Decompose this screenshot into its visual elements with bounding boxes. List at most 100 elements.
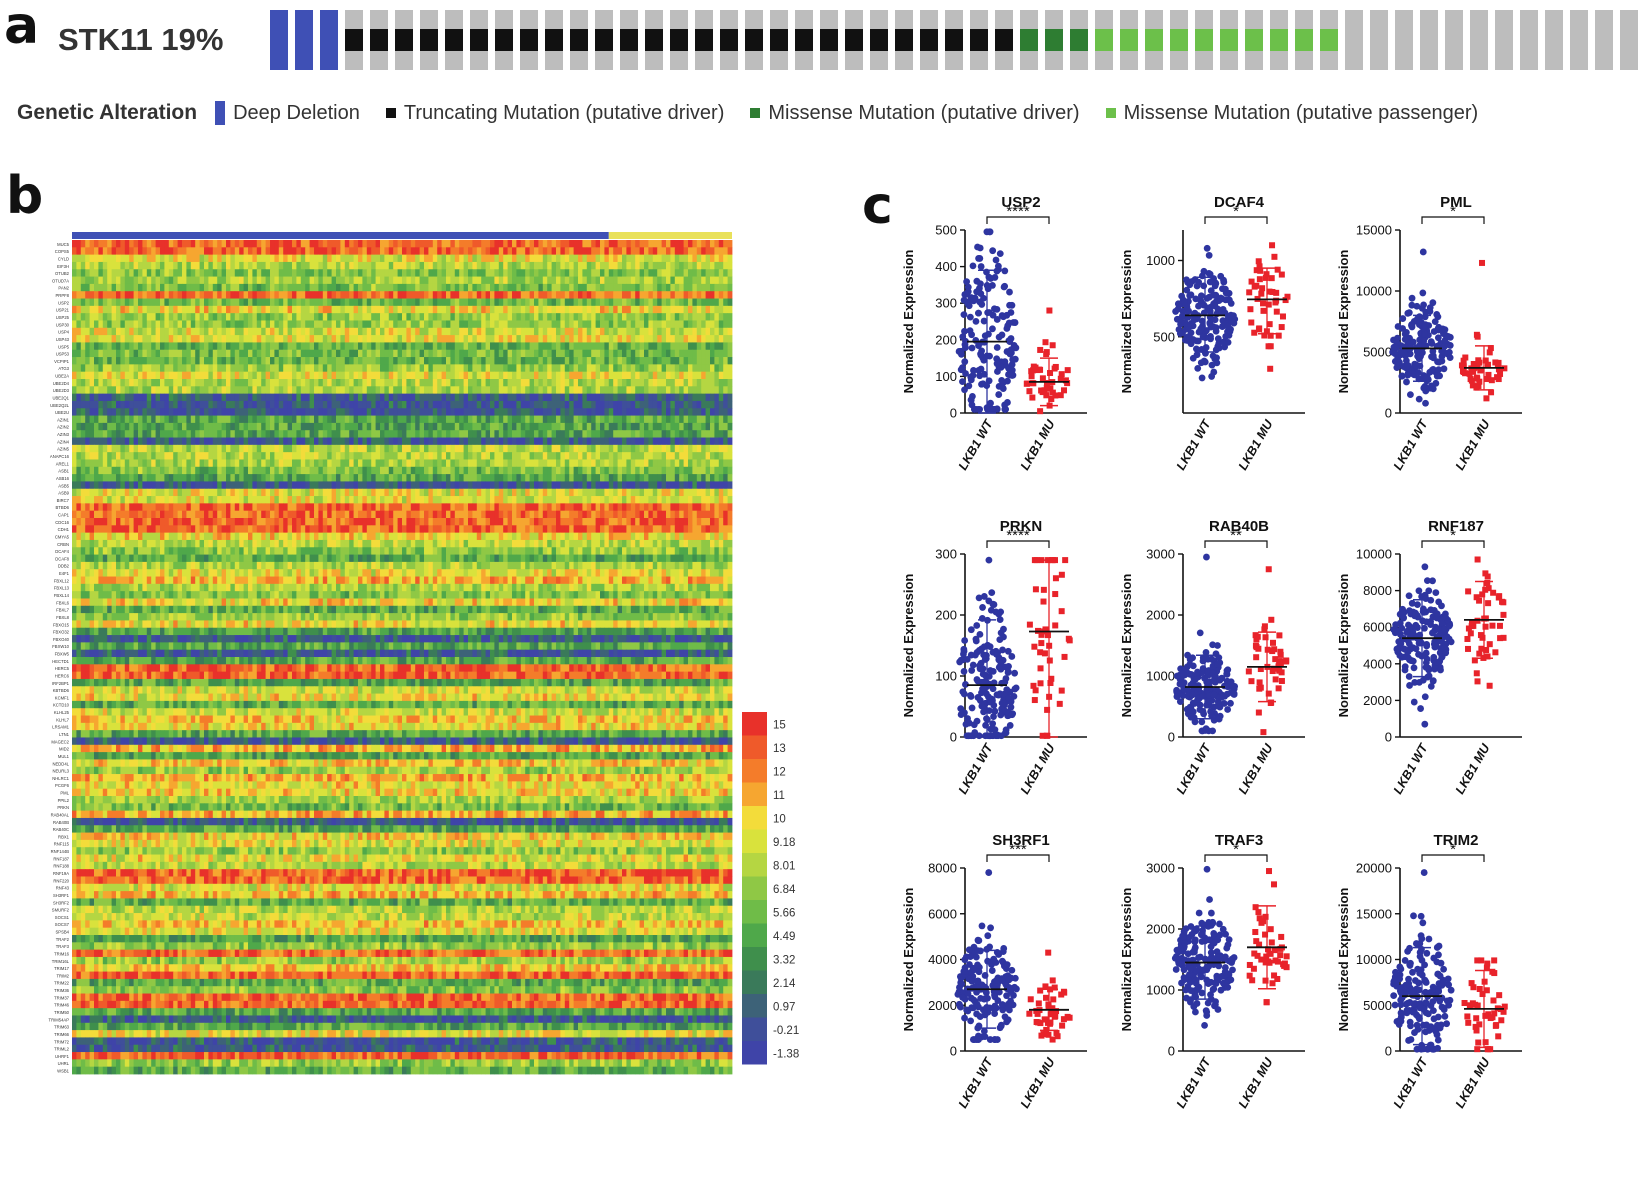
heatmap-gene-label: UBE2U <box>55 410 69 415</box>
data-point-wt <box>1215 654 1223 661</box>
error-bar-mu <box>1029 988 1069 1032</box>
x-tick-label: LKB1 WT <box>1391 740 1432 796</box>
data-point-mu <box>1270 639 1277 646</box>
data-point-mu <box>1462 354 1469 361</box>
error-bar-mu <box>1464 969 1504 1049</box>
x-tick-label: LKB1 MU <box>1236 741 1276 797</box>
data-point-mu <box>1468 980 1475 987</box>
data-point-wt <box>1008 653 1016 660</box>
data-point-wt <box>1005 984 1013 991</box>
data-point-mu <box>1485 600 1492 607</box>
data-point-wt <box>1408 321 1416 329</box>
data-point-mu <box>1277 648 1284 655</box>
data-point-wt <box>1419 676 1427 684</box>
data-point-mu <box>1253 267 1260 274</box>
data-point-wt <box>967 373 975 381</box>
data-point-mu <box>1263 999 1270 1006</box>
data-point-mu <box>1035 1000 1042 1007</box>
data-point-wt <box>1421 382 1429 390</box>
data-point-wt <box>994 649 1002 657</box>
data-point-wt <box>1212 324 1220 332</box>
data-point-mu <box>1256 685 1263 692</box>
oncoprint-sample-missense-passenger <box>1170 10 1188 70</box>
y-axis-label: Normalized Expression <box>901 574 916 718</box>
data-point-mu <box>1269 648 1276 655</box>
data-point-wt <box>993 316 1001 323</box>
data-point-wt <box>1198 718 1206 726</box>
data-point-wt <box>1425 587 1433 595</box>
data-point-wt <box>1227 678 1235 686</box>
data-point-mu <box>1032 687 1039 694</box>
data-point-mu <box>1464 635 1471 642</box>
oncoprint-sample-truncating <box>820 10 838 70</box>
data-point-wt <box>968 977 976 985</box>
data-point-mu <box>1260 918 1267 925</box>
y-tick-label: 100 <box>935 669 957 684</box>
data-point-mu <box>1497 370 1504 377</box>
heatmap-gene-label: PAN2 <box>58 286 69 291</box>
heatmap-row <box>72 839 733 848</box>
error-bar-wt <box>1402 946 1442 1046</box>
data-point-wt <box>1174 305 1182 313</box>
heatmap-row <box>72 591 733 599</box>
data-point-wt <box>1178 679 1185 687</box>
data-point-wt <box>1443 633 1451 641</box>
data-point-mu <box>1032 586 1039 593</box>
oncoprint-sample-unaltered <box>1545 10 1563 70</box>
data-point-wt <box>1183 276 1190 284</box>
heatmap-gene-label: ASB16 <box>56 476 70 481</box>
data-point-wt <box>1010 991 1017 999</box>
data-point-wt <box>972 953 980 961</box>
data-point-wt <box>979 380 987 388</box>
oncoprint-sample-truncating <box>570 10 588 70</box>
heatmap-gene-label: TRIM46 <box>54 1003 70 1008</box>
data-point-wt <box>1409 987 1417 994</box>
y-tick-label: 6000 <box>1363 620 1392 635</box>
oncoprint-sample-unaltered <box>1420 10 1438 70</box>
data-point-wt <box>989 667 997 675</box>
heatmap-row <box>72 700 733 709</box>
y-tick-label: 3000 <box>1146 547 1175 562</box>
data-point-wt <box>1213 686 1221 694</box>
data-point-wt <box>1433 958 1441 966</box>
data-point-wt <box>1413 302 1421 310</box>
oncoprint-sample-unaltered <box>1395 10 1413 70</box>
heatmap-gene-label: AZIN3 <box>57 432 70 437</box>
data-point-mu <box>1038 631 1045 638</box>
colorbar-segment <box>742 853 767 877</box>
data-point-mu <box>1476 1021 1483 1028</box>
oncoprint-sample-missense-passenger <box>1120 10 1138 70</box>
data-point-wt <box>1201 1021 1208 1029</box>
data-point-mu <box>1487 1046 1494 1053</box>
data-point-mu <box>1044 706 1051 713</box>
heatmap-gene-label: UHRF1 <box>55 1054 70 1059</box>
colorbar-tick-label: 3.32 <box>773 954 795 966</box>
heatmap-row <box>72 832 733 841</box>
data-point-mu <box>1277 651 1284 658</box>
oncoprint-sample-unaltered <box>1620 10 1638 70</box>
data-point-wt <box>1230 312 1237 320</box>
data-point-wt <box>1427 621 1435 629</box>
colorbar-tick-label: 9.18 <box>773 837 795 849</box>
data-point-wt <box>1391 1001 1399 1009</box>
heatmap-row <box>72 276 733 285</box>
data-point-wt <box>967 953 974 960</box>
y-tick-label: 0 <box>1385 730 1392 745</box>
data-point-wt <box>981 1033 989 1041</box>
data-point-wt <box>1203 553 1210 561</box>
data-point-wt <box>1429 1007 1437 1015</box>
heatmap-row <box>72 978 733 987</box>
oncoprint-sample-deep-deletion <box>270 10 288 70</box>
data-point-wt <box>1411 977 1419 984</box>
y-tick-label: 0 <box>950 1044 957 1059</box>
heatmap-row <box>72 583 733 592</box>
y-tick-label: 500 <box>1153 329 1175 344</box>
heatmap-gene-label: FBXO15 <box>53 622 70 627</box>
heatmap-gene-label: SH3RF2 <box>53 900 70 905</box>
data-point-mu <box>1038 1032 1045 1039</box>
oncoprint-sample-truncating <box>695 10 713 70</box>
oncoprint-sample-unaltered <box>1445 10 1463 70</box>
data-point-mu <box>1479 991 1486 998</box>
heatmap-gene-label: COPS5 <box>55 249 70 254</box>
data-point-mu <box>1474 1002 1481 1009</box>
